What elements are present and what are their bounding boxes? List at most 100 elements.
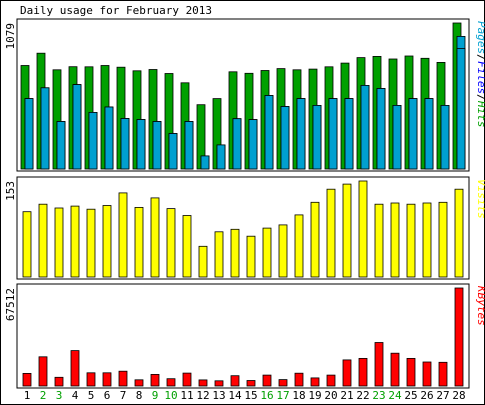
panel-legend: KBytes xyxy=(475,285,485,326)
bar-kbytes-28 xyxy=(454,287,464,387)
bar-visits-4 xyxy=(70,205,80,278)
bar-pages-7 xyxy=(120,118,130,170)
x-tick-label-9: 9 xyxy=(152,389,159,402)
x-tick-label-18: 18 xyxy=(292,389,305,402)
bar-kbytes-16 xyxy=(262,374,272,387)
x-tick-label-26: 26 xyxy=(420,389,433,402)
bar-pages-15 xyxy=(248,119,258,170)
bar-pages-27 xyxy=(440,105,450,170)
bar-kbytes-2 xyxy=(38,356,48,387)
bar-visits-25 xyxy=(406,203,416,278)
bar-kbytes-24 xyxy=(390,352,400,387)
x-tick-label-21: 21 xyxy=(340,389,353,402)
bar-visits-9 xyxy=(150,197,160,278)
bar-pages-13 xyxy=(216,144,226,170)
bar-kbytes-25 xyxy=(406,357,416,387)
panel-3: 67512 KBytes xyxy=(4,283,485,389)
bar-visits-21 xyxy=(342,183,352,278)
x-tick-label-20: 20 xyxy=(324,389,337,402)
bar-kbytes-11 xyxy=(182,372,192,387)
bar-pages-20 xyxy=(328,98,338,170)
x-tick-label-5: 5 xyxy=(88,389,95,402)
bar-pages-22 xyxy=(360,85,370,170)
bar-kbytes-14 xyxy=(230,375,240,387)
legend-hits: Hits xyxy=(475,100,485,128)
bar-visits-15 xyxy=(246,235,256,278)
bar-kbytes-1 xyxy=(22,372,32,387)
bar-visits-10 xyxy=(166,208,176,278)
panel-frame xyxy=(16,283,470,389)
bar-visits-1 xyxy=(22,211,32,278)
bar-visits-20 xyxy=(326,188,336,278)
bar-kbytes-8 xyxy=(134,379,144,387)
bar-visits-16 xyxy=(262,227,272,278)
bar-kbytes-26 xyxy=(422,361,432,387)
bar-kbytes-7 xyxy=(118,370,128,387)
bar-pages-4 xyxy=(72,84,82,170)
x-tick-label-12: 12 xyxy=(196,389,209,402)
bar-pages-3 xyxy=(56,121,66,170)
x-tick-label-10: 10 xyxy=(164,389,177,402)
bar-kbytes-13 xyxy=(214,380,224,387)
bar-visits-5 xyxy=(86,208,96,278)
bar-visits-19 xyxy=(310,201,320,278)
x-tick-label-28: 28 xyxy=(452,389,465,402)
bar-visits-14 xyxy=(230,228,240,278)
bar-visits-6 xyxy=(102,205,112,278)
x-tick-label-3: 3 xyxy=(56,389,63,402)
legend-files: Files xyxy=(475,61,485,94)
panel-frame xyxy=(16,176,470,280)
bar-kbytes-22 xyxy=(358,357,368,387)
x-tick-label-16: 16 xyxy=(260,389,273,402)
x-tick-label-2: 2 xyxy=(40,389,47,402)
legend-pages: Pages xyxy=(475,21,485,54)
x-tick-label-24: 24 xyxy=(388,389,402,402)
bar-pages-11 xyxy=(184,121,194,170)
x-tick-label-6: 6 xyxy=(104,389,111,402)
x-tick-label-13: 13 xyxy=(212,389,225,402)
bar-visits-27 xyxy=(438,201,448,278)
legend-visits: Visits xyxy=(475,179,485,219)
bar-pages-1 xyxy=(24,98,34,170)
bar-visits-28 xyxy=(454,188,464,278)
bar-kbytes-17 xyxy=(278,379,288,387)
bar-visits-3 xyxy=(54,207,64,278)
bar-pages-8 xyxy=(136,119,146,170)
bar-visits-26 xyxy=(422,202,432,278)
panel-legend: Visits xyxy=(475,179,485,219)
x-tick-label-17: 17 xyxy=(276,389,289,402)
bar-kbytes-9 xyxy=(150,373,160,387)
x-tick-label-22: 22 xyxy=(356,389,369,402)
bar-visits-18 xyxy=(294,214,304,278)
bar-pages-19 xyxy=(312,105,322,170)
y-max-label: 153 xyxy=(4,181,17,201)
bar-kbytes-6 xyxy=(102,372,112,387)
bar-kbytes-19 xyxy=(310,377,320,387)
x-tick-label-23: 23 xyxy=(372,389,385,402)
bar-kbytes-10 xyxy=(166,378,176,387)
bar-pages-9 xyxy=(152,121,162,170)
bar-pages-12 xyxy=(200,155,210,170)
x-tick-label-15: 15 xyxy=(244,389,257,402)
bar-visits-13 xyxy=(214,231,224,278)
bar-visits-2 xyxy=(38,203,48,278)
x-tick-label-19: 19 xyxy=(308,389,321,402)
bar-visits-7 xyxy=(118,192,128,278)
x-tick-label-7: 7 xyxy=(120,389,127,402)
bar-pages-18 xyxy=(296,98,306,170)
chart-title: Daily usage for February 2013 xyxy=(20,4,212,17)
bar-kbytes-18 xyxy=(294,372,304,387)
bar-pages-25 xyxy=(408,98,418,170)
bar-pages-14 xyxy=(232,118,242,170)
bar-kbytes-27 xyxy=(438,361,448,387)
x-tick-label-25: 25 xyxy=(404,389,417,402)
bar-pages-2 xyxy=(40,87,50,170)
x-tick-label-11: 11 xyxy=(180,389,193,402)
bar-kbytes-20 xyxy=(326,374,336,387)
bar-visits-22 xyxy=(358,180,368,278)
x-axis-labels: 1 2 3 4 5 6 7 8 9 10 11 12 13 14 15 16 17 18 19 20 21 22 23 24 2… xyxy=(24,389,466,402)
x-tick-label-4: 4 xyxy=(72,389,79,402)
